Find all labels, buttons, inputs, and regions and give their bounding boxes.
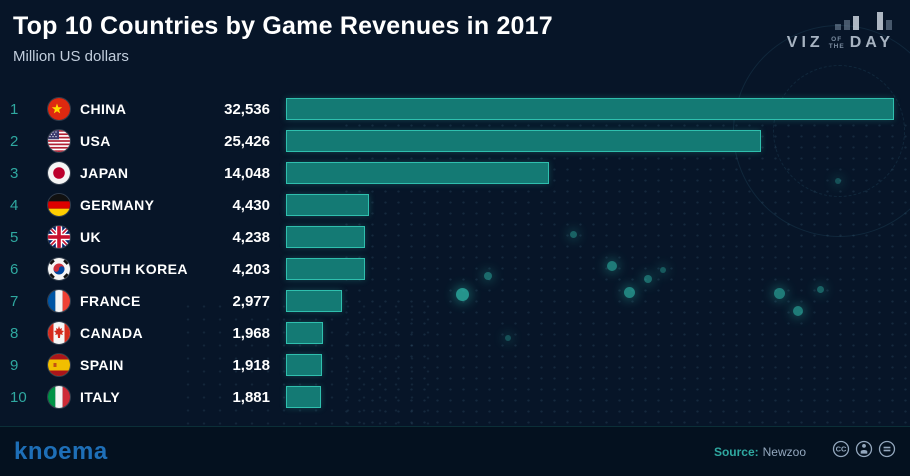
- flag-kr-icon: [48, 258, 70, 280]
- bar-chart: 1 CHINA 32,536 2 USA 25,426 3 JAPAN 14,0…: [0, 93, 910, 413]
- bar: [286, 258, 365, 280]
- rank-label: 10: [10, 388, 27, 406]
- rank-label: 2: [10, 132, 19, 150]
- rank-label: 7: [10, 292, 19, 310]
- svg-text:CC: CC: [836, 445, 847, 454]
- bar: [286, 194, 369, 216]
- rank-label: 9: [10, 356, 19, 374]
- bar-track: [286, 130, 894, 152]
- country-label: FRANCE: [80, 293, 141, 309]
- value-label: 32,536: [224, 100, 270, 118]
- rank-label: 4: [10, 196, 19, 214]
- day-label: DAY: [849, 34, 894, 51]
- chart-row: 9 SPAIN 1,918: [0, 349, 910, 381]
- equalizer-bars-icon: [835, 12, 892, 30]
- footer-bar: knoema Source: Newzoo CC: [0, 426, 910, 476]
- flag-es-icon: [48, 354, 70, 376]
- bar: [286, 130, 762, 152]
- bar: [286, 162, 549, 184]
- bar-track: [286, 258, 894, 280]
- chart-row: 1 CHINA 32,536: [0, 93, 910, 125]
- page-title: Top 10 Countries by Game Revenues in 201…: [13, 12, 553, 40]
- bar-track: [286, 386, 894, 408]
- flag-cn-icon: [48, 98, 70, 120]
- chart-row: 7 FRANCE 2,977: [0, 285, 910, 317]
- viz-label: VIZ: [786, 34, 824, 51]
- rank-label: 8: [10, 324, 19, 342]
- bar-track: [286, 162, 894, 184]
- bar-track: [286, 322, 894, 344]
- value-label: 2,977: [232, 292, 270, 310]
- flag-fr-icon: [48, 290, 70, 312]
- flag-ca-icon: [48, 322, 70, 344]
- country-label: GERMANY: [80, 197, 155, 213]
- country-label: ITALY: [80, 389, 121, 405]
- rank-label: 6: [10, 260, 19, 278]
- flag-us-icon: [48, 130, 70, 152]
- country-label: JAPAN: [80, 165, 129, 181]
- value-label: 1,881: [232, 388, 270, 406]
- bar: [286, 98, 894, 120]
- chart-row: 5 UK 4,238: [0, 221, 910, 253]
- the-label: THE: [828, 43, 845, 50]
- value-label: 4,203: [232, 260, 270, 278]
- chart-row: 10 ITALY 1,881: [0, 381, 910, 413]
- flag-de-icon: [48, 194, 70, 216]
- country-label: USA: [80, 133, 111, 149]
- attribution-icon[interactable]: [855, 440, 873, 463]
- value-label: 14,048: [224, 164, 270, 182]
- flag-jp-icon: [48, 162, 70, 184]
- chart-units-subtitle: Million US dollars: [13, 48, 129, 65]
- value-label: 25,426: [224, 132, 270, 150]
- viz-of-the-day-logo: VIZ OF THE DAY: [787, 12, 894, 52]
- source-credit: Source: Newzoo: [714, 445, 806, 459]
- bar: [286, 226, 366, 248]
- country-label: SOUTH KOREA: [80, 261, 188, 277]
- value-label: 1,968: [232, 324, 270, 342]
- bar: [286, 354, 322, 376]
- chart-row: 6 SOUTH KOREA 4,203: [0, 253, 910, 285]
- no-derivatives-icon[interactable]: [878, 440, 896, 463]
- rank-label: 1: [10, 100, 19, 118]
- bar-track: [286, 354, 894, 376]
- source-label: Source:: [713, 444, 759, 459]
- bar-track: [286, 226, 894, 248]
- flag-it-icon: [48, 386, 70, 408]
- chart-row: 4 GERMANY 4,430: [0, 189, 910, 221]
- rank-label: 3: [10, 164, 19, 182]
- knoema-logo[interactable]: knoema: [14, 437, 108, 465]
- bar: [286, 386, 322, 408]
- cc-icon[interactable]: CC: [832, 440, 850, 463]
- value-label: 1,918: [232, 356, 270, 374]
- of-label: OF: [831, 36, 843, 43]
- bar-track: [286, 290, 894, 312]
- chart-row: 8 CANADA 1,968: [0, 317, 910, 349]
- bar: [286, 322, 323, 344]
- chart-row: 2 USA 25,426: [0, 125, 910, 157]
- value-label: 4,430: [232, 196, 270, 214]
- license-icons: CC: [832, 440, 896, 463]
- rank-label: 5: [10, 228, 19, 246]
- bar-track: [286, 98, 894, 120]
- country-label: CHINA: [80, 101, 127, 117]
- bar-track: [286, 194, 894, 216]
- country-label: SPAIN: [80, 357, 124, 373]
- chart-row: 3 JAPAN 14,048: [0, 157, 910, 189]
- value-label: 4,238: [232, 228, 270, 246]
- bar: [286, 290, 342, 312]
- country-label: UK: [80, 229, 102, 245]
- country-label: CANADA: [80, 325, 144, 341]
- flag-uk-icon: [48, 226, 70, 248]
- source-value: Newzoo: [762, 444, 806, 459]
